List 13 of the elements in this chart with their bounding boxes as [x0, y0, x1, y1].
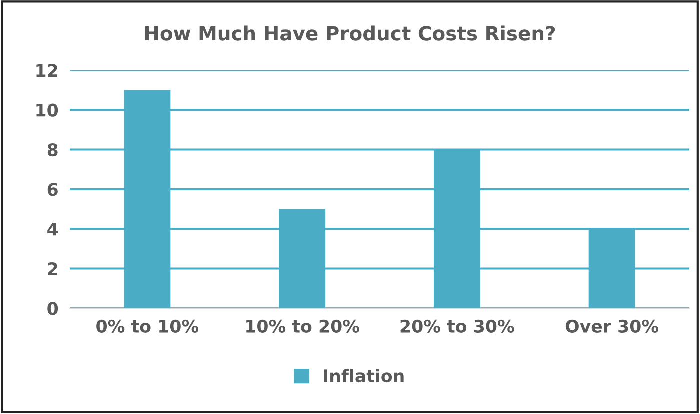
y-tick-label: 8	[48, 143, 58, 157]
y-tick-label: 2	[48, 262, 58, 276]
x-tick-label: 20% to 30%	[400, 320, 514, 333]
x-tick-label: 10% to 20%	[246, 320, 360, 333]
y-tick-label: 4	[48, 223, 58, 236]
y-tick-label: 10	[36, 104, 58, 117]
chart-title: How Much Have Product Costs Risen?	[145, 26, 556, 41]
legend-label: Inflation	[324, 369, 404, 383]
y-tick-label: 0	[48, 302, 58, 316]
x-tick-label: 0% to 10%	[96, 320, 199, 333]
y-tick-label: 6	[48, 183, 58, 196]
x-tick-label: Over 30%	[566, 320, 659, 333]
y-tick-label: 12	[36, 64, 58, 77]
